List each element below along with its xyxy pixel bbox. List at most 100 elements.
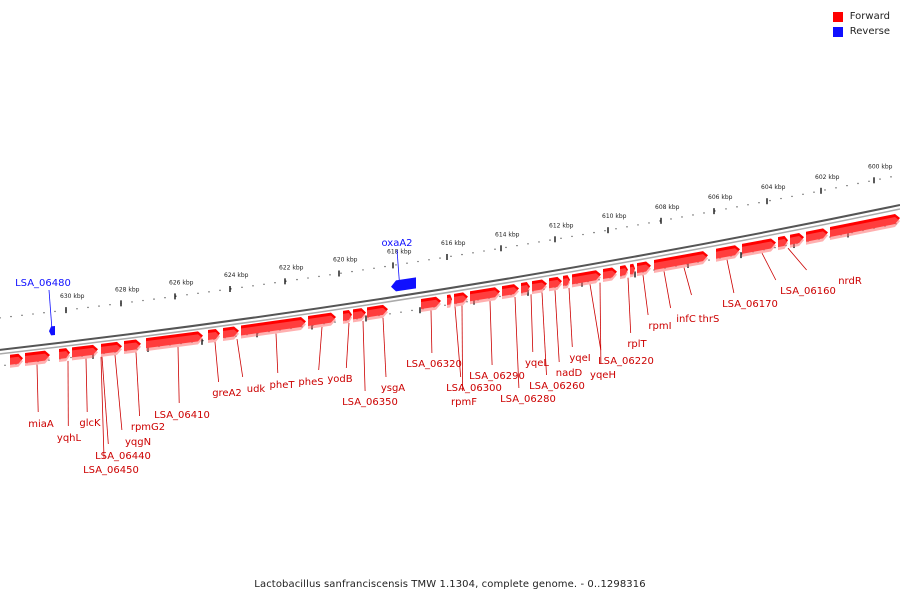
minor-tick [560, 237, 562, 239]
minor-tick [87, 306, 89, 309]
minor-tick [648, 222, 650, 224]
minor-tick [890, 176, 892, 178]
gene-label-forward: pheT [270, 380, 296, 391]
minor-tick [692, 214, 694, 216]
forward-gene [742, 238, 776, 257]
forward-gene [470, 287, 500, 305]
backbone-top [0, 204, 900, 351]
leader-line [726, 259, 735, 294]
tick-label: 620 kbp [333, 257, 358, 264]
gene-label-forward: LSA_06300 [446, 383, 502, 394]
tick-label: 614 kbp [495, 231, 520, 238]
minor-tick [43, 312, 45, 314]
minor-tick [296, 278, 298, 281]
minor-tick [142, 299, 144, 302]
tick-label: 600 kbp [868, 163, 893, 170]
minor-tick [186, 294, 188, 296]
forward-gene [637, 261, 651, 277]
minor-tick [76, 308, 78, 310]
gene-label-forward: LSA_06350 [342, 397, 398, 408]
leader-line [101, 356, 109, 445]
leader-line [683, 267, 692, 296]
tick-label: 618 kbp [387, 248, 412, 255]
minor-tick [626, 226, 628, 228]
minor-tick [868, 180, 870, 182]
minor-tick [813, 191, 815, 193]
minor-tick [499, 295, 501, 298]
forward-gene [502, 284, 519, 300]
tick-label: 628 kbp [115, 286, 140, 293]
tick-label: 626 kbp [169, 279, 194, 286]
minor-tick [153, 298, 155, 300]
tick-label: 604 kbp [761, 184, 786, 191]
minor-tick [604, 230, 606, 232]
forward-gene [549, 276, 562, 292]
tick-label: 606 kbp [708, 194, 733, 201]
minor-tick [307, 277, 309, 279]
minor-tick [791, 195, 793, 198]
reverse-swatch [832, 26, 843, 37]
forward-gene [308, 312, 336, 330]
gene-label-forward: LSA_06220 [598, 356, 654, 367]
genes [10, 214, 900, 368]
leader-line [627, 277, 632, 334]
gene-label-forward: nrdR [838, 276, 862, 287]
gene-label-reverse: oxaA2 [381, 238, 412, 249]
leader-line [541, 292, 547, 376]
gene-label-forward: yodB [327, 374, 352, 385]
gene-label-reverse: LSA_06480 [15, 278, 71, 289]
legend-forward: Forward [832, 9, 890, 24]
gene-label-forward: udk [247, 384, 266, 395]
forward-gene [778, 235, 788, 251]
leader-line [430, 310, 433, 354]
leader-line [214, 342, 219, 383]
minor-tick [4, 364, 6, 366]
minor-tick [444, 304, 446, 306]
forward-gene [563, 275, 570, 289]
gene-leader-lines [36, 247, 807, 459]
minor-tick [593, 231, 595, 234]
minor-tick [334, 321, 336, 323]
forward-gene [447, 294, 452, 308]
leader-line [642, 274, 649, 316]
leader-line [85, 358, 88, 413]
minor-tick [461, 253, 463, 256]
leader-line [787, 247, 807, 271]
minor-tick [406, 262, 408, 264]
gene-label-forward: ysgA [381, 383, 405, 394]
minor-tick [527, 243, 529, 245]
minor-tick [329, 274, 331, 276]
minor-tick [98, 305, 100, 307]
minor-tick [736, 206, 738, 208]
gene-label-forward: LSA_06260 [529, 381, 585, 392]
gene-label-forward: LSA_06280 [500, 394, 556, 405]
minor-tick [769, 199, 771, 202]
minor-tick [538, 241, 540, 243]
minor-tick [318, 275, 320, 278]
minor-tick [681, 216, 683, 218]
minor-tick [483, 250, 485, 252]
leader-line [382, 317, 387, 378]
minor-tick [0, 317, 1, 319]
leader-line [135, 352, 140, 417]
minor-tick [703, 212, 705, 214]
minor-tick [758, 202, 760, 204]
forward-gene [454, 292, 468, 307]
minor-tick [389, 313, 391, 315]
forward-gene [241, 317, 306, 339]
minor-tick [219, 289, 221, 292]
forward-gene [790, 233, 804, 248]
forward-gene [223, 326, 239, 341]
gene-label-forward: pheS [298, 377, 323, 388]
tick-label: 622 kbp [279, 264, 304, 271]
minor-tick [571, 235, 573, 238]
forward-gene [521, 282, 530, 296]
forward-gene [25, 350, 50, 366]
leader-line [236, 338, 244, 378]
leader-line [554, 290, 560, 363]
leader-line [589, 284, 602, 351]
forward-gene [654, 251, 708, 274]
forward-gene [716, 245, 740, 262]
